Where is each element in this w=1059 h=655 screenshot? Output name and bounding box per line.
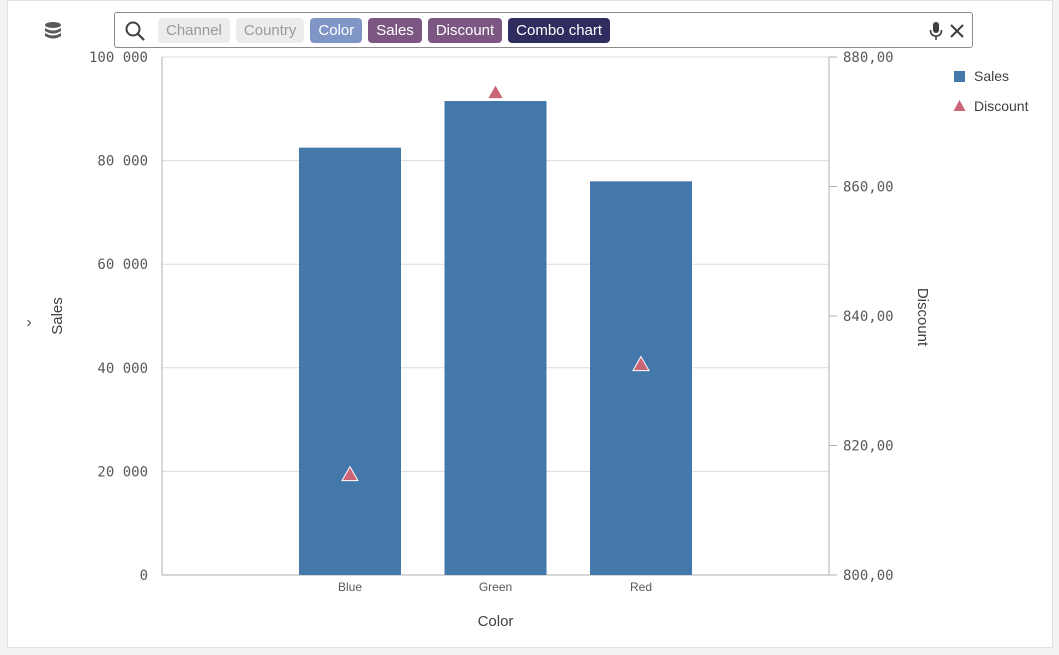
right-axis-tick-label: 840,00: [843, 309, 894, 325]
left-axis-tick-label: 20 000: [97, 464, 148, 480]
discount-marker-green: [486, 83, 505, 100]
search-chip-color[interactable]: Color: [310, 18, 363, 43]
right-axis-tick-label: 820,00: [843, 439, 894, 455]
search-chips: Channel Country Color Sales Discount Combo ch…: [158, 18, 611, 43]
search-chip-sales[interactable]: Sales: [368, 18, 422, 43]
discount-marker-blue: [341, 465, 359, 482]
search-chip-channel[interactable]: Channel: [158, 18, 230, 43]
legend-swatch-sales: [954, 71, 965, 82]
left-axis-tick-label: 60 000: [97, 257, 148, 273]
bar-blue: [299, 147, 401, 575]
x-axis-title: Color: [478, 613, 514, 630]
right-axis-tick-label: 800,00: [843, 568, 894, 584]
bar-green: [444, 101, 547, 575]
database-icon[interactable]: [42, 20, 64, 42]
microphone-icon[interactable]: [928, 21, 944, 41]
search-chip-country[interactable]: Country: [235, 18, 305, 43]
search-chip-discount[interactable]: Discount: [427, 18, 503, 43]
legend-swatch-discount: [953, 100, 966, 111]
bar-red: [590, 181, 692, 575]
category-label: Green: [479, 580, 512, 594]
left-axis-tick-label: 0: [140, 568, 148, 584]
category-label: Blue: [338, 580, 362, 594]
search-chip-combo-chart[interactable]: Combo chart: [508, 18, 611, 43]
close-icon[interactable]: [948, 22, 966, 40]
right-axis-title: Discount: [914, 288, 931, 347]
right-axis-tick-label: 860,00: [843, 180, 894, 196]
search-bar[interactable]: Channel Country Color Sales Discount Combo ch…: [114, 12, 973, 48]
category-label: Red: [630, 580, 652, 594]
chevron-right-icon[interactable]: ›: [26, 314, 32, 331]
left-axis-tick-label: 100 000: [89, 50, 148, 66]
left-axis-tick-label: 80 000: [97, 154, 148, 170]
right-axis-tick-label: 880,00: [843, 50, 894, 66]
legend-label-discount: Discount: [974, 98, 1029, 114]
search-icon: [125, 21, 145, 41]
left-axis-tick-label: 40 000: [97, 361, 148, 377]
legend-label-sales: Sales: [974, 68, 1009, 84]
discount-marker-red: [632, 355, 650, 372]
left-axis-title: Sales: [49, 297, 66, 335]
